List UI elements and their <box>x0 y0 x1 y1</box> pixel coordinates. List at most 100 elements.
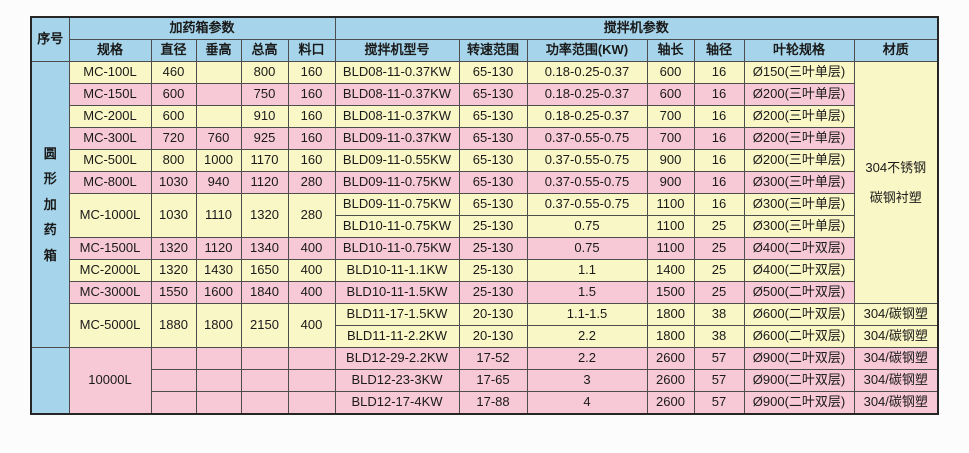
table-row: MC-800L 1030 940 1120 280 BLD09-11-0.75KW 65-1… <box>31 171 938 194</box>
cell-mixer-model: BLD10-11-1.1KW <box>334 259 460 282</box>
col-header-power-range: 功率范围(KW) <box>526 39 648 62</box>
cell-shaft-length: 1100 <box>646 193 695 216</box>
cell-impeller-spec: Ø900(二叶双层) <box>743 369 855 392</box>
cell-power-range: 0.37-0.55-0.75 <box>526 127 648 150</box>
cell-shaft-diameter: 16 <box>693 61 745 84</box>
cell-spec: MC-5000L <box>68 303 152 348</box>
cell-speed-range: 20-130 <box>458 303 528 326</box>
cell-speed-range: 20-130 <box>458 325 528 348</box>
cell-speed-range: 65-130 <box>458 171 528 194</box>
header-serial: 序号 <box>30 16 70 62</box>
cell-shaft-length: 1400 <box>646 259 695 282</box>
table-row: BLD12-23-3KW 17-65 3 2600 57 Ø900(二叶双层) 304/碳钢… <box>31 369 939 392</box>
cell-shaft-diameter: 38 <box>693 303 745 326</box>
cell-vertical-height <box>195 347 242 370</box>
spec-table-body: 圆 形 加 药 箱 MC-100L 460 800 160 BLD08-11-0.37KW… <box>30 61 939 415</box>
cell-diameter: 600 <box>150 83 197 106</box>
cell-impeller-spec: Ø900(二叶双层) <box>743 391 855 415</box>
cell-diameter: 1320 <box>150 259 197 282</box>
cell-inlet: 400 <box>287 237 336 260</box>
cell-shaft-diameter: 25 <box>693 281 745 304</box>
cell-mixer-model: BLD08-11-0.37KW <box>334 105 460 128</box>
cell-total-height: 1170 <box>240 149 289 172</box>
cell-shaft-diameter: 57 <box>693 369 745 392</box>
cell-shaft-diameter: 16 <box>693 127 745 150</box>
header-row-groups: 序号 加药箱参数 搅拌机参数 <box>30 16 939 62</box>
cell-mixer-model: BLD12-29-2.2KW <box>334 347 460 370</box>
cell-spec: MC-800L <box>68 171 152 194</box>
cell-inlet <box>287 391 336 415</box>
cell-speed-range: 17-52 <box>458 347 528 370</box>
cell-total-height: 1650 <box>240 259 289 282</box>
cell-diameter: 800 <box>150 149 197 172</box>
cell-spec: MC-2000L <box>68 259 152 282</box>
cell-mixer-model: BLD12-17-4KW <box>334 391 460 415</box>
cell-mixer-model: BLD09-11-0.37KW <box>334 127 460 150</box>
cell-spec: MC-3000L <box>68 281 152 304</box>
cell-material: 304/碳钢塑 <box>853 369 939 392</box>
col-header-inlet: 料口 <box>287 39 336 62</box>
cell-mixer-model: BLD10-11-1.5KW <box>334 281 460 304</box>
cell-total-height: 1840 <box>240 281 289 304</box>
table-row: MC-300L 720 760 925 160 BLD09-11-0.37KW 65-130… <box>31 127 938 150</box>
cell-vertical-height: 1000 <box>195 149 242 172</box>
cell-speed-range: 65-130 <box>458 61 528 84</box>
cell-inlet: 400 <box>287 259 336 282</box>
cell-speed-range: 25-130 <box>458 281 528 304</box>
cell-vertical-height: 1110 <box>195 193 242 238</box>
cell-speed-range: 65-130 <box>458 83 528 106</box>
cell-impeller-spec: Ø900(二叶双层) <box>743 347 855 370</box>
cell-shaft-diameter: 57 <box>693 391 745 415</box>
cell-impeller-spec: Ø150(三叶单层) <box>743 61 855 84</box>
cell-shaft-length: 1500 <box>646 281 695 304</box>
cell-speed-range: 25-130 <box>458 259 528 282</box>
cell-vertical-height: 1120 <box>195 237 242 260</box>
cell-vertical-height: 1430 <box>195 259 242 282</box>
table-row: BLD11-11-2.2KW 20-130 2.2 1800 38 Ø600(二叶双层) 3… <box>31 325 939 348</box>
cell-shaft-diameter: 38 <box>693 325 745 348</box>
table-row: BLD10-11-0.75KW 25-130 0.75 1100 25 Ø300(三叶单层… <box>31 215 938 238</box>
header-dosing-tank-params: 加药箱参数 <box>68 16 336 40</box>
cell-power-range: 1.1-1.5 <box>526 303 648 326</box>
cell-vertical-height: 760 <box>195 127 242 150</box>
cell-impeller-spec: Ø300(三叶单层) <box>743 193 855 216</box>
cell-mixer-model: BLD10-11-0.75KW <box>334 237 460 260</box>
cell-speed-range: 17-88 <box>458 391 528 415</box>
col-header-mixer-model: 搅拌机型号 <box>334 39 460 62</box>
cell-shaft-length: 600 <box>646 83 695 106</box>
cell-material: 304/碳钢塑 <box>853 303 939 326</box>
cell-shaft-length: 1800 <box>646 325 695 348</box>
table-row: MC-150L 600 750 160 BLD08-11-0.37KW 65-130 0.1… <box>31 83 938 106</box>
cell-power-range: 2.2 <box>526 325 648 348</box>
cell-inlet <box>287 347 336 370</box>
cell-vertical-height <box>195 83 242 106</box>
cell-power-range: 0.37-0.55-0.75 <box>526 193 648 216</box>
cell-shaft-length: 700 <box>646 127 695 150</box>
cell-shaft-length: 1800 <box>646 303 695 326</box>
cell-shaft-diameter: 25 <box>693 259 745 282</box>
cell-diameter <box>150 347 197 370</box>
cell-shaft-diameter: 16 <box>693 171 745 194</box>
col-header-shaft-diameter: 轴径 <box>693 39 745 62</box>
cell-speed-range: 65-130 <box>458 149 528 172</box>
cell-inlet: 280 <box>287 193 336 238</box>
cell-material: 304/碳钢塑 <box>853 325 939 348</box>
cell-shaft-length: 2600 <box>646 347 695 370</box>
cell-power-range: 0.75 <box>526 237 648 260</box>
cell-inlet: 160 <box>287 105 336 128</box>
cell-power-range: 0.37-0.55-0.75 <box>526 171 648 194</box>
col-header-shaft-length: 轴长 <box>646 39 695 62</box>
cell-shaft-length: 700 <box>646 105 695 128</box>
cell-total-height: 1340 <box>240 237 289 260</box>
cell-inlet: 400 <box>287 281 336 304</box>
cell-total-height: 925 <box>240 127 289 150</box>
cell-diameter: 600 <box>150 105 197 128</box>
cell-power-range: 1.5 <box>526 281 648 304</box>
header-mixer-params: 搅拌机参数 <box>334 16 939 40</box>
cell-power-range: 2.2 <box>526 347 648 370</box>
cell-impeller-spec: Ø200(三叶单层) <box>743 127 855 150</box>
cell-power-range: 0.18-0.25-0.37 <box>526 105 648 128</box>
cell-vertical-height: 1600 <box>195 281 242 304</box>
cell-impeller-spec: Ø600(二叶双层) <box>743 325 855 348</box>
cell-speed-range: 65-130 <box>458 105 528 128</box>
